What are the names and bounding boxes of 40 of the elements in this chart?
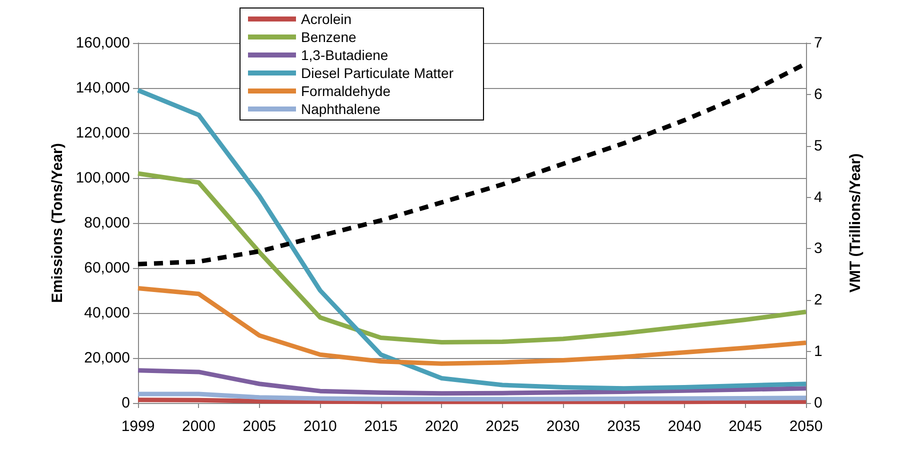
legend-label: 1,3-Butadiene xyxy=(301,47,388,63)
legend-label: Formaldehyde xyxy=(301,83,391,99)
legend-label: Naphthalene xyxy=(301,101,381,117)
y2-tick-label: 6 xyxy=(814,86,822,103)
line-series xyxy=(136,171,808,344)
y-tick-label: 120,000 xyxy=(76,124,130,142)
x-tick-label: 2020 xyxy=(424,418,458,435)
y-axis-title: Emissions (Tons/Year) xyxy=(48,143,66,303)
line-series xyxy=(136,368,808,396)
y-tick-label: 140,000 xyxy=(76,80,130,96)
y2-tick-label: 1 xyxy=(814,343,822,360)
y2-tick-label: 5 xyxy=(814,137,822,154)
y2-tick-label: 3 xyxy=(814,240,822,258)
x-tick-label: 2025 xyxy=(486,418,520,435)
x-tick-label: 2005 xyxy=(242,418,276,435)
x-tick-label: 2010 xyxy=(303,418,337,435)
y-tick-label: 0 xyxy=(122,394,130,412)
legend-label: Acrolein xyxy=(301,11,352,27)
x-tick-label: 2030 xyxy=(546,418,580,435)
x-tick-label: 1999 xyxy=(121,418,155,435)
y-tick-label: 20,000 xyxy=(84,350,130,366)
y-tick-label: 80,000 xyxy=(84,214,130,232)
x-tick-label: 2015 xyxy=(364,418,398,435)
x-tick-label: 2045 xyxy=(728,418,762,435)
x-tick-label: 2050 xyxy=(789,418,823,435)
y-tick-label: 160,000 xyxy=(76,34,130,52)
y2-tick-label: 0 xyxy=(814,394,822,412)
y-tick-label: 100,000 xyxy=(76,170,130,186)
y-tick-label: 60,000 xyxy=(84,260,130,276)
y2-tick-label: 4 xyxy=(814,188,822,206)
line-series xyxy=(136,286,808,366)
legend-label: Diesel Particulate Matter xyxy=(301,65,454,81)
x-tick-label: 2000 xyxy=(182,418,216,435)
x-tick-label: 2035 xyxy=(607,418,641,435)
y2-axis-title: VMT (Trillions/Year) xyxy=(847,153,864,293)
y2-tick-label: 2 xyxy=(814,292,822,309)
legend-label: Benzene xyxy=(301,29,356,45)
y2-tick-label: 7 xyxy=(814,34,822,52)
y-tick-label: 40,000 xyxy=(84,304,130,322)
x-tick-label: 2040 xyxy=(668,418,702,435)
